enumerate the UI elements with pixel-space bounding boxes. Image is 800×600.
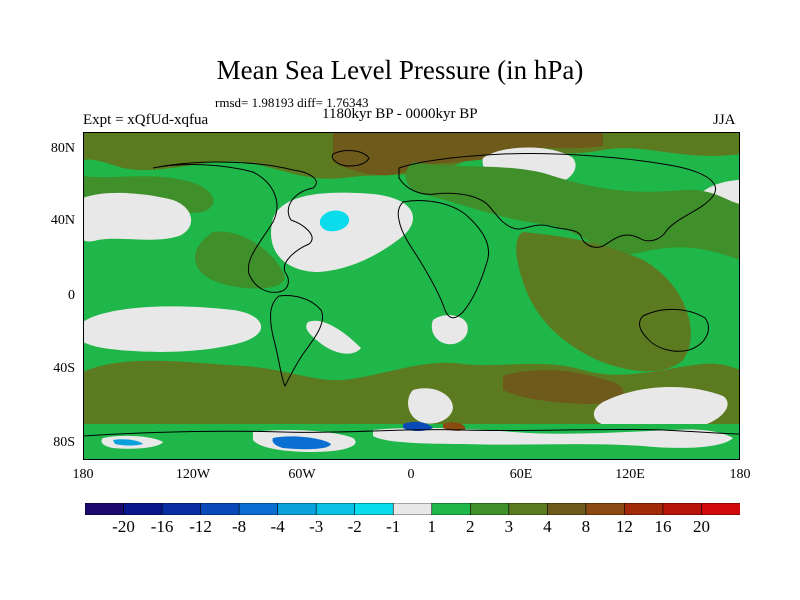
- australia-outline: [639, 308, 709, 352]
- lon-tick-label: 0: [407, 467, 415, 482]
- rmsd-diff-stats: rmsd= 1.98193 diff= 1.76343: [215, 95, 369, 110]
- antarctic-low-east: [373, 427, 733, 448]
- north-america-outline: [152, 161, 317, 293]
- eurasia-band: [405, 162, 740, 260]
- antarctic-blue-spot: [403, 421, 433, 431]
- south-atlantic-east-low: [408, 388, 453, 424]
- colorbar-swatch: [200, 503, 240, 515]
- colorbar-label: 2: [466, 517, 475, 536]
- madagascar-low: [431, 315, 468, 345]
- colorbar-swatch: [701, 503, 740, 515]
- lon-tick-label: 60W: [288, 467, 316, 482]
- colorbar-label: -1: [386, 517, 401, 536]
- lat-tick-label: 0: [68, 288, 75, 303]
- colorbar-swatch: [85, 503, 125, 515]
- north-pacific-low: [83, 192, 192, 242]
- antarctic-brown-spot: [443, 422, 466, 431]
- eurasia-outline: [398, 152, 716, 248]
- pressure-difference-map: [83, 132, 740, 460]
- lon-tick-label: 120E: [615, 467, 645, 482]
- season-label: JJA: [713, 112, 736, 128]
- north-atlantic-low: [271, 192, 413, 272]
- south-america-outline: [270, 295, 323, 388]
- south-pacific-low: [83, 306, 262, 352]
- colorbar-label: -4: [270, 517, 285, 536]
- colorbar-swatch: [585, 503, 626, 515]
- colorbar-label: 3: [504, 517, 514, 536]
- africa-outline: [397, 200, 489, 319]
- colorbar-label: -3: [309, 517, 324, 536]
- period-label: 1180kyr BP - 0000kyr BP: [322, 106, 478, 122]
- atlantic-negative-core: [319, 210, 350, 232]
- east-pacific-band: [194, 231, 285, 289]
- colorbar-label: 20: [692, 517, 710, 536]
- antarctic-negative-small: [113, 439, 143, 446]
- plot-title: Mean Sea Level Pressure (in hPa): [216, 55, 584, 85]
- colorbar-label: 16: [654, 517, 672, 536]
- colorbar: [85, 503, 740, 515]
- lon-tick-label: 180: [729, 467, 751, 482]
- colorbar-swatch: [315, 503, 356, 515]
- colorbar-swatch: [238, 503, 279, 515]
- greenland-outline: [331, 150, 370, 167]
- colorbar-swatch: [277, 503, 317, 515]
- colorbar-swatch: [161, 503, 202, 515]
- lon-tick-label: 120W: [175, 467, 211, 482]
- map-frame: [83, 132, 740, 460]
- colorbar-label: 1: [427, 517, 437, 536]
- colorbar-label: 8: [581, 517, 591, 536]
- antarctica-outline: [83, 428, 740, 437]
- colorbar-label: -20: [112, 517, 135, 536]
- colorbar-label: 4: [543, 517, 552, 536]
- colorbar-swatch: [624, 503, 664, 515]
- southern-indian-low: [593, 386, 728, 433]
- colorbar-swatch: [431, 503, 471, 515]
- lon-tick-label: 60E: [509, 467, 533, 482]
- colorbar-swatch: [123, 503, 163, 515]
- colorbar-swatch: [662, 503, 703, 515]
- indian-ocean-high: [516, 232, 691, 372]
- colorbar-label: 12: [615, 517, 633, 536]
- experiment-label: Expt = xQfUd-xqfua: [83, 112, 209, 128]
- lat-tick-label: 40N: [50, 213, 75, 228]
- colorbar-label: -12: [189, 517, 212, 536]
- lat-tick-label: 40S: [53, 361, 75, 376]
- arctic-max-region: [333, 132, 603, 176]
- colorbar-swatch: [469, 503, 510, 515]
- colorbar-swatch: [354, 503, 394, 515]
- colorbar-swatch: [547, 503, 587, 515]
- lat-tick-label: 80S: [53, 435, 75, 450]
- lat-tick-label: 80N: [50, 141, 75, 156]
- colorbar-swatch: [508, 503, 548, 515]
- colorbar-label: -2: [347, 517, 362, 536]
- lon-tick-label: 180: [72, 467, 94, 482]
- coastlines: [83, 150, 740, 437]
- colorbar-label: -16: [150, 517, 174, 536]
- colorbar-label: -8: [232, 517, 247, 536]
- south-indian-max: [503, 369, 624, 404]
- colorbar-swatch: [392, 503, 433, 515]
- antarctic-negative-core: [272, 436, 331, 450]
